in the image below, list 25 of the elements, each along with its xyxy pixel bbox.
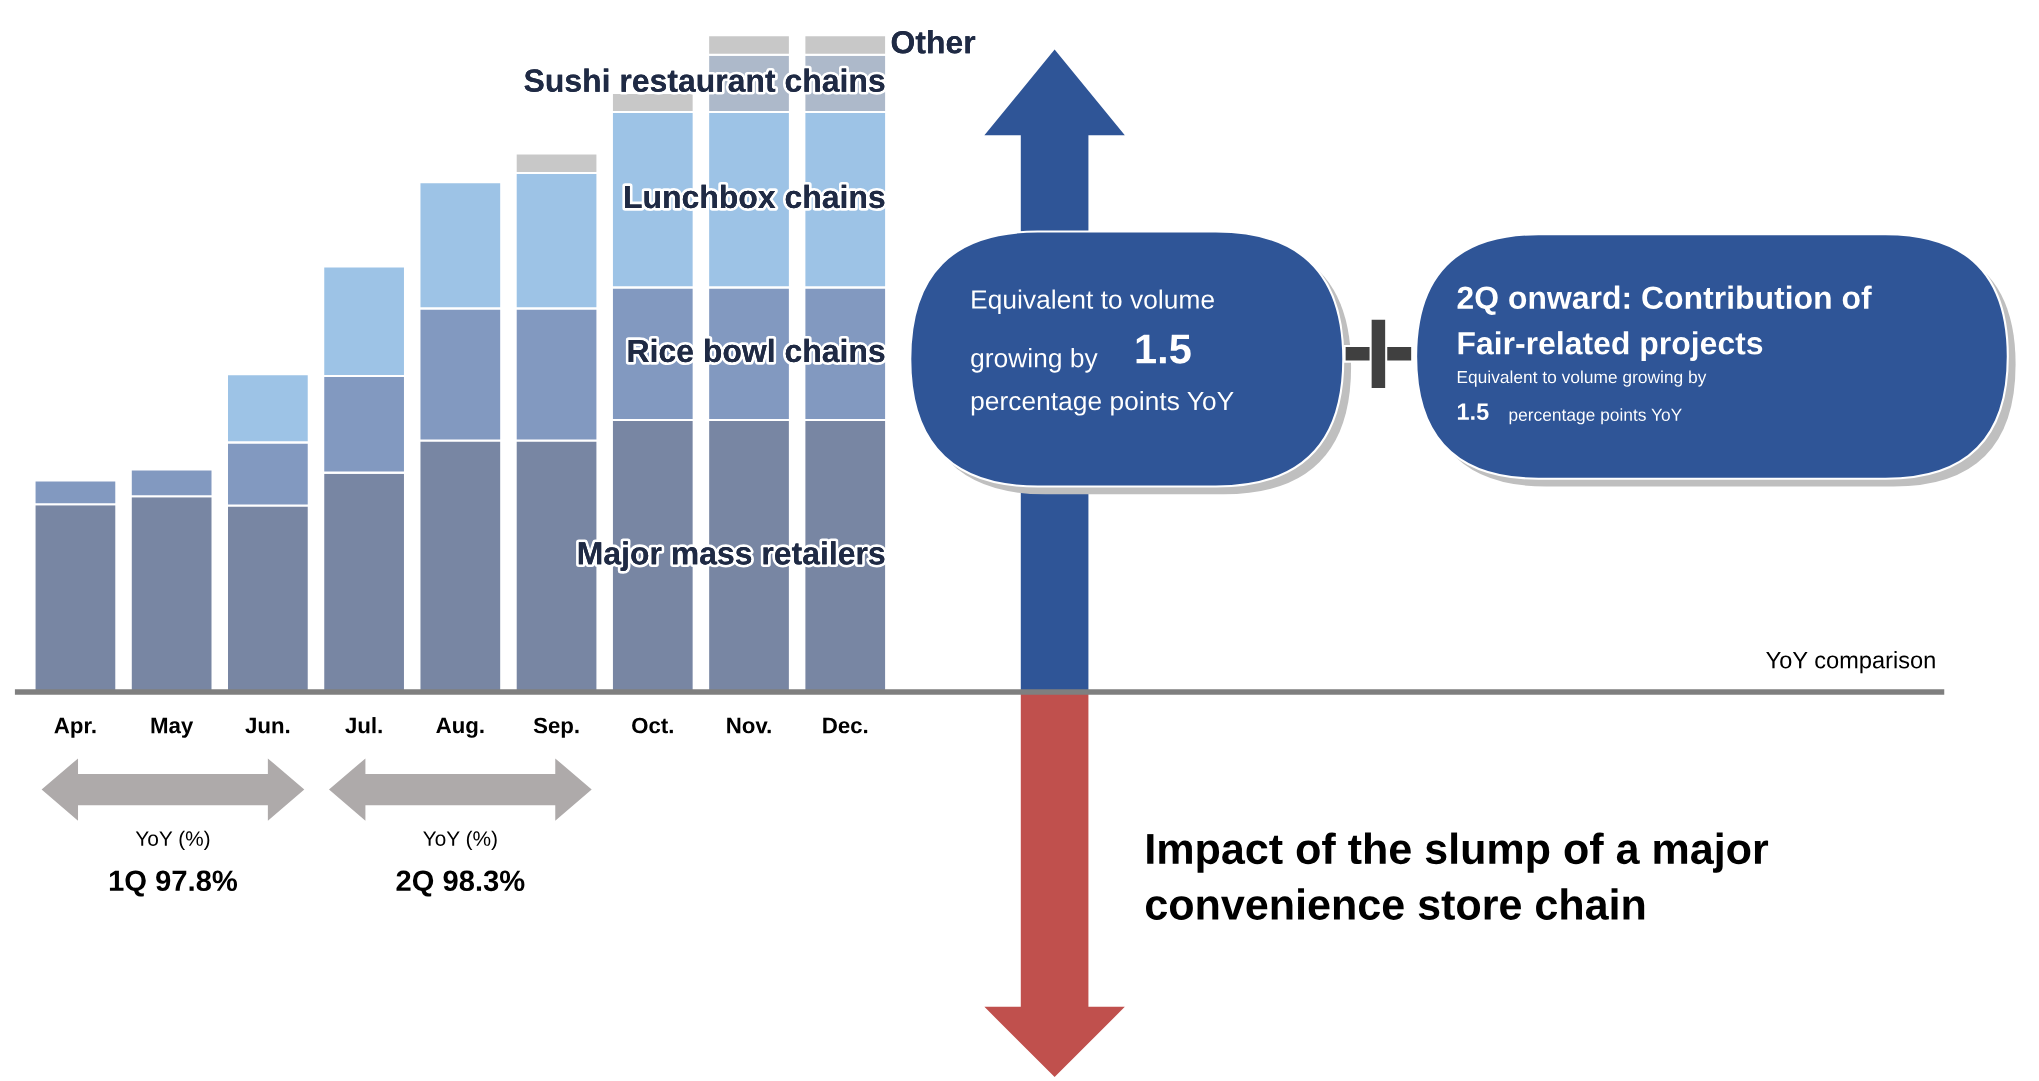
text: percentage points YoY [1509,408,1682,425]
text: Equivalent to volume growing by [1457,370,1707,387]
x-tick-label: May [151,717,194,738]
text: growing by [971,348,1098,373]
x-tick-label: Apr. [54,717,96,738]
x-tick-label: Oct. [632,717,673,734]
text: 1.5 [1136,334,1191,364]
x-tick-label: Dec. [823,717,868,734]
x-tick-label: Nov. [727,717,771,734]
x-tick-label: Jul. [345,717,382,734]
x-tick-label: Aug. [436,717,484,738]
series-label: Other [891,30,976,54]
text: Impact of the slump of a major convenience store chain [1146,832,1769,920]
text: 1.5 [1457,403,1489,421]
text: 2Q onward: Contribution of [1457,285,1872,316]
text: percentage points YoY [971,390,1234,416]
text: YoY (%) [135,830,210,851]
text: 1Q 97.8% [109,870,238,897]
text: Equivalent to volume [972,289,1214,315]
x-tick-label: Sep. [533,717,579,738]
text: Fair-related projects [1458,331,1763,361]
text: 2Q 98.3% [396,870,525,897]
x-tick-label: Jun. [245,717,290,734]
text: YoY comparison [1766,651,1935,674]
text: YoY (%) [423,830,497,851]
